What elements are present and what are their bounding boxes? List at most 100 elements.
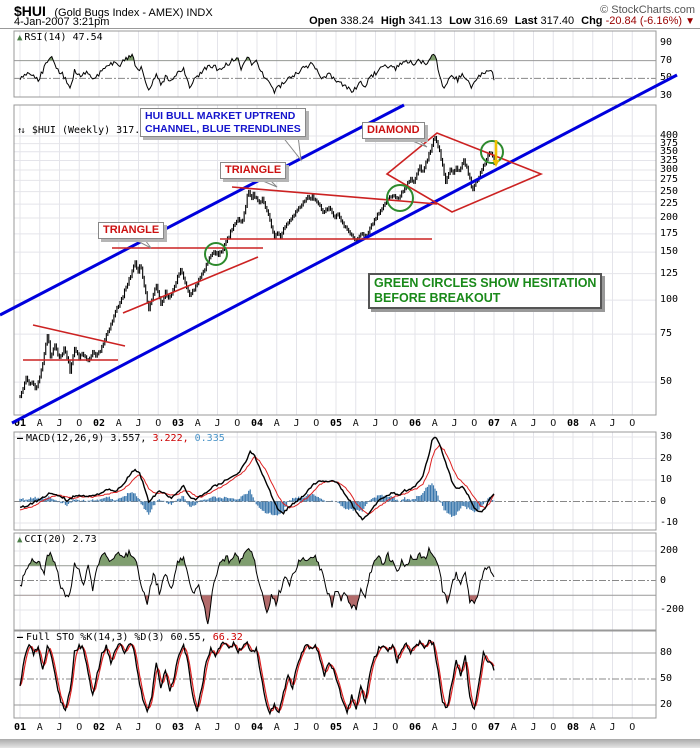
green-note-line1: GREEN CIRCLES SHOW HESITATION [374, 276, 597, 290]
price-axis-tick: 150 [660, 246, 679, 258]
cci-label: CCI(20) 2.73 [24, 534, 97, 545]
sto-label: Full STO %K(14,3) %D(3) 60.55, [26, 632, 207, 643]
x-axis-month-label: O [550, 722, 557, 733]
x-axis-month-label: A [194, 418, 201, 429]
ticker-name: (Gold Bugs Index - AMEX) INDX [54, 7, 213, 19]
open-value: 338.24 [340, 15, 374, 27]
sto-axis-tick: 20 [660, 699, 673, 710]
cci-axis-tick: -200 [660, 604, 685, 615]
x-axis-month-label: J [293, 418, 300, 429]
x-axis-month-label: J [451, 418, 458, 429]
rsi-axis-tick: 70 [660, 54, 673, 66]
x-axis-month-label: J [293, 722, 300, 733]
green-circles-note: GREEN CIRCLES SHOW HESITATION BEFORE BRE… [368, 273, 603, 309]
macd-axis-tick: 0 [660, 495, 667, 507]
x-axis-month-label: J [135, 418, 142, 429]
rsi-axis-tick: 90 [660, 37, 673, 48]
x-axis-month-label: O [550, 418, 557, 429]
x-axis-month-label: J [214, 722, 221, 733]
indicator-triangle-icon: ▲ [17, 33, 23, 43]
macd-axis-tick: -10 [660, 517, 679, 528]
x-axis-year-label: 02 [92, 418, 106, 429]
macd-hist-value: 0.335 [194, 433, 225, 444]
x-axis-month-label: J [451, 722, 458, 733]
copyright: © StockCharts.com [600, 4, 695, 16]
price-label: $HUI (Weekly) 317.40 [31, 125, 153, 136]
x-axis-year-label: 07 [487, 722, 501, 733]
price-legend: ↑↓ $HUI (Weekly) 317.40 [17, 125, 152, 136]
price-axis-tick: 200 [660, 212, 679, 224]
x-axis-month-label: O [234, 722, 241, 733]
chart-title: $HUI (Gold Bugs Index - AMEX) INDX [14, 3, 213, 21]
x-axis-month-label: J [609, 418, 616, 429]
x-axis-year-label: 08 [566, 722, 580, 733]
x-axis-year-label: 02 [92, 722, 106, 733]
x-axis-month-label: A [36, 418, 43, 429]
price-axis-tick: 125 [660, 267, 679, 279]
macd-label: MACD(12,26,9) 3.557, [26, 433, 147, 444]
x-axis-month-label: A [352, 418, 359, 429]
high-value: 341.13 [408, 15, 443, 27]
price-axis-tick: 250 [660, 185, 679, 197]
x-axis-month-label: O [76, 418, 83, 429]
x-axis-month-label: O [629, 418, 636, 429]
x-axis-year-label: 06 [408, 722, 422, 733]
x-axis-month-label: A [36, 722, 43, 733]
indicator-triangle-icon: ▲ [17, 535, 23, 545]
x-axis-year-label: 04 [250, 722, 264, 733]
x-axis-month-label: J [56, 722, 63, 733]
up-down-arrows-icon: ↑↓ [17, 126, 26, 136]
green-note-line2: BEFORE BREAKOUT [374, 291, 501, 305]
cci-axis-tick: 0 [660, 574, 667, 586]
x-axis-year-label: 03 [171, 418, 185, 429]
x-axis-month-label: O [155, 722, 162, 733]
low-label: Low [449, 15, 472, 27]
x-axis-month-label: A [589, 418, 596, 429]
x-axis-year-label: 01 [13, 418, 27, 429]
x-axis-month-label: A [510, 418, 517, 429]
x-axis-year-label: 05 [329, 418, 343, 429]
chg-label: Chg [581, 15, 603, 27]
x-axis-month-label: O [629, 722, 636, 733]
x-axis-month-label: J [530, 722, 537, 733]
x-axis-month-label: A [431, 418, 438, 429]
x-axis-month-label: J [214, 418, 221, 429]
bottom-strip [0, 739, 700, 748]
price-axis-tick: 100 [660, 294, 679, 306]
x-axis-month-label: O [471, 418, 478, 429]
low-value: 316.69 [474, 15, 508, 27]
x-axis-year-label: 03 [171, 722, 185, 733]
down-triangle-icon: ▼ [685, 16, 695, 27]
x-axis-month-label: O [234, 418, 241, 429]
macd-axis-tick: 20 [660, 452, 673, 464]
channel-callout-line1: HUI BULL MARKET UPTREND [145, 110, 296, 122]
price-axis-tick: 50 [660, 376, 673, 388]
price-axis-tick: 275 [660, 174, 679, 186]
x-axis-year-label: 08 [566, 418, 580, 429]
channel-callout-line2: CHANNEL, BLUE TRENDLINES [145, 122, 301, 135]
channel-callout: HUI BULL MARKET UPTREND CHANNEL, BLUE TR… [140, 108, 306, 137]
x-axis-month-label: A [115, 418, 122, 429]
last-value: 317.40 [540, 15, 575, 27]
x-axis-year-label: 06 [408, 418, 422, 429]
x-axis-month-label: J [135, 722, 142, 733]
quote-strip: Open 338.24 High 341.13 Low 316.69 Last 317… [302, 15, 695, 27]
price-axis-tick: 225 [660, 198, 679, 210]
sto-axis-tick: 50 [660, 673, 673, 684]
rsi-legend: ▲ RSI(14) 47.54 [17, 32, 103, 43]
open-label: Open [309, 15, 338, 27]
triangle-callout-1: TRIANGLE [98, 222, 165, 239]
x-axis-month-label: J [530, 418, 537, 429]
x-axis-month-label: J [609, 722, 616, 733]
x-axis-month-label: A [273, 722, 280, 733]
sto-axis-tick: 80 [660, 647, 673, 658]
header-divider [0, 28, 700, 29]
triangle-callout-2: TRIANGLE [220, 162, 287, 179]
rsi-label: RSI(14) 47.54 [24, 32, 103, 43]
x-axis-month-label: A [352, 722, 359, 733]
x-axis-year-label: 05 [329, 722, 343, 733]
last-label: Last [514, 15, 538, 27]
sto-signal-value: 66.32 [212, 632, 243, 643]
x-axis-month-label: O [76, 722, 83, 733]
